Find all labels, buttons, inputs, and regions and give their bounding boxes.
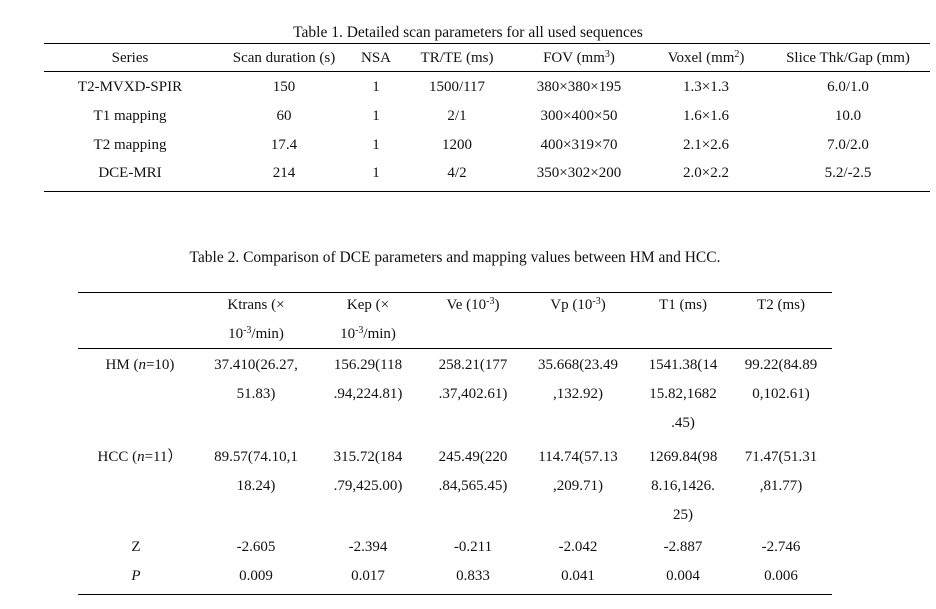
t2-cell: 89.57(74.10,1 18.24) — [214, 449, 298, 494]
t1-cell: 1200 — [442, 137, 472, 153]
t1-cell: 300×400×50 — [540, 108, 618, 124]
table1-bottom-rule — [44, 191, 930, 192]
table2-bottom-rule — [78, 594, 832, 595]
t2-header-kep: Kep (× 10-3/min) — [340, 297, 396, 342]
t1-cell: T1 mapping — [93, 108, 167, 124]
t2-header-t1: T1 (ms) — [659, 297, 707, 313]
t2-z-value: -2.887 — [663, 539, 703, 555]
table2-top-rule — [78, 292, 832, 293]
t1-header-tr-te: TR/TE (ms) — [420, 50, 494, 66]
t2-cell: 1541.38(14 15.82,1682.45) — [648, 357, 718, 431]
t1-cell: 17.4 — [270, 137, 298, 153]
t1-cell: 1 — [372, 79, 380, 95]
t2-header-vp: Vp (10-3) — [550, 296, 606, 314]
t2-cell: 315.72(184.79,425.00) — [333, 449, 403, 494]
t2-p-value: 0.833 — [456, 568, 490, 584]
t1-cell: T2-MVXD-SPIR — [77, 79, 183, 95]
t1-cell: 150 — [272, 79, 296, 95]
t1-cell: 1.3×1.3 — [683, 79, 729, 95]
t2-z-value: -0.211 — [453, 539, 493, 555]
t1-cell: 2/1 — [447, 108, 467, 124]
t1-cell: 2.1×2.6 — [683, 137, 729, 153]
t1-cell: 10.0 — [834, 108, 862, 124]
t1-cell: 214 — [272, 165, 296, 181]
t2-cell: 1269.84(98 8.16,1426. 25) — [648, 449, 718, 523]
t2-p-value: 0.017 — [351, 568, 385, 584]
t2-z-value: -2.394 — [348, 539, 388, 555]
t2-cell: 99.22(84.89 0,102.61) — [744, 357, 818, 402]
t1-cell: 1.6×1.6 — [683, 108, 729, 124]
t1-header-series: Series — [111, 50, 149, 66]
table2-mid-rule — [78, 348, 832, 349]
t1-cell: T2 mapping — [93, 137, 167, 153]
t1-cell: 2.0×2.2 — [683, 165, 729, 181]
t1-cell: 400×319×70 — [540, 137, 618, 153]
t2-header-t2: T2 (ms) — [757, 297, 805, 313]
t2-p-label: P — [131, 568, 141, 584]
t1-cell: 4/2 — [447, 165, 467, 181]
t2-z-label: Z — [131, 539, 141, 555]
t2-cell: 156.29(118.94,224.81) — [333, 357, 403, 402]
t1-cell: 350×302×200 — [536, 165, 622, 181]
t2-row-label: HM (n=10) — [105, 357, 175, 373]
t2-cell: 258.21(177.37,402.61) — [438, 357, 508, 402]
t2-header-ktrans: Ktrans (× 10-3/min) — [227, 297, 285, 342]
t1-cell: 1 — [372, 137, 380, 153]
table1-caption: Table 1. Detailed scan parameters for al… — [293, 24, 643, 41]
t2-cell: 245.49(220.84,565.45) — [438, 449, 508, 494]
t1-cell: 7.0/2.0 — [827, 137, 869, 153]
t2-cell: 71.47(51.31,81.77) — [744, 449, 818, 494]
t2-cell: 37.410(26.27, 51.83) — [214, 357, 298, 402]
t1-header-slice: Slice Thk/Gap (mm) — [786, 50, 910, 66]
t2-z-value: -2.042 — [558, 539, 598, 555]
t1-cell: 6.0/1.0 — [827, 79, 869, 95]
t2-cell: 35.668(23.49,132.92) — [538, 357, 618, 402]
t2-p-value: 0.041 — [561, 568, 595, 584]
t1-cell: 5.2/-2.5 — [824, 165, 872, 181]
table1-mid-rule — [44, 71, 930, 72]
t1-cell: 1 — [372, 165, 380, 181]
table2-caption: Table 2. Comparison of DCE parameters an… — [189, 249, 721, 266]
t1-header-voxel: Voxel (mm2) — [667, 49, 745, 67]
t2-z-value: -2.605 — [236, 539, 276, 555]
t2-row-label: HCC (n=11） — [97, 449, 183, 465]
t1-header-scan-duration: Scan duration (s) — [232, 50, 336, 66]
t2-p-value: 0.006 — [764, 568, 798, 584]
t1-header-nsa: NSA — [360, 50, 391, 66]
t1-cell: DCE-MRI — [98, 165, 162, 181]
t1-cell: 1500/117 — [428, 79, 486, 95]
t1-cell: 1 — [372, 108, 380, 124]
t2-header-ve: Ve (10-3) — [446, 296, 500, 314]
t2-p-value: 0.009 — [239, 568, 273, 584]
t1-cell: 380×380×195 — [536, 79, 622, 95]
t2-cell: 114.74(57.13,209.71) — [538, 449, 618, 494]
t2-p-value: 0.004 — [666, 568, 700, 584]
t2-z-value: -2.746 — [761, 539, 801, 555]
t1-header-fov: FOV (mm3) — [543, 49, 615, 67]
t1-cell: 60 — [276, 108, 292, 124]
table1-top-rule — [44, 43, 930, 44]
